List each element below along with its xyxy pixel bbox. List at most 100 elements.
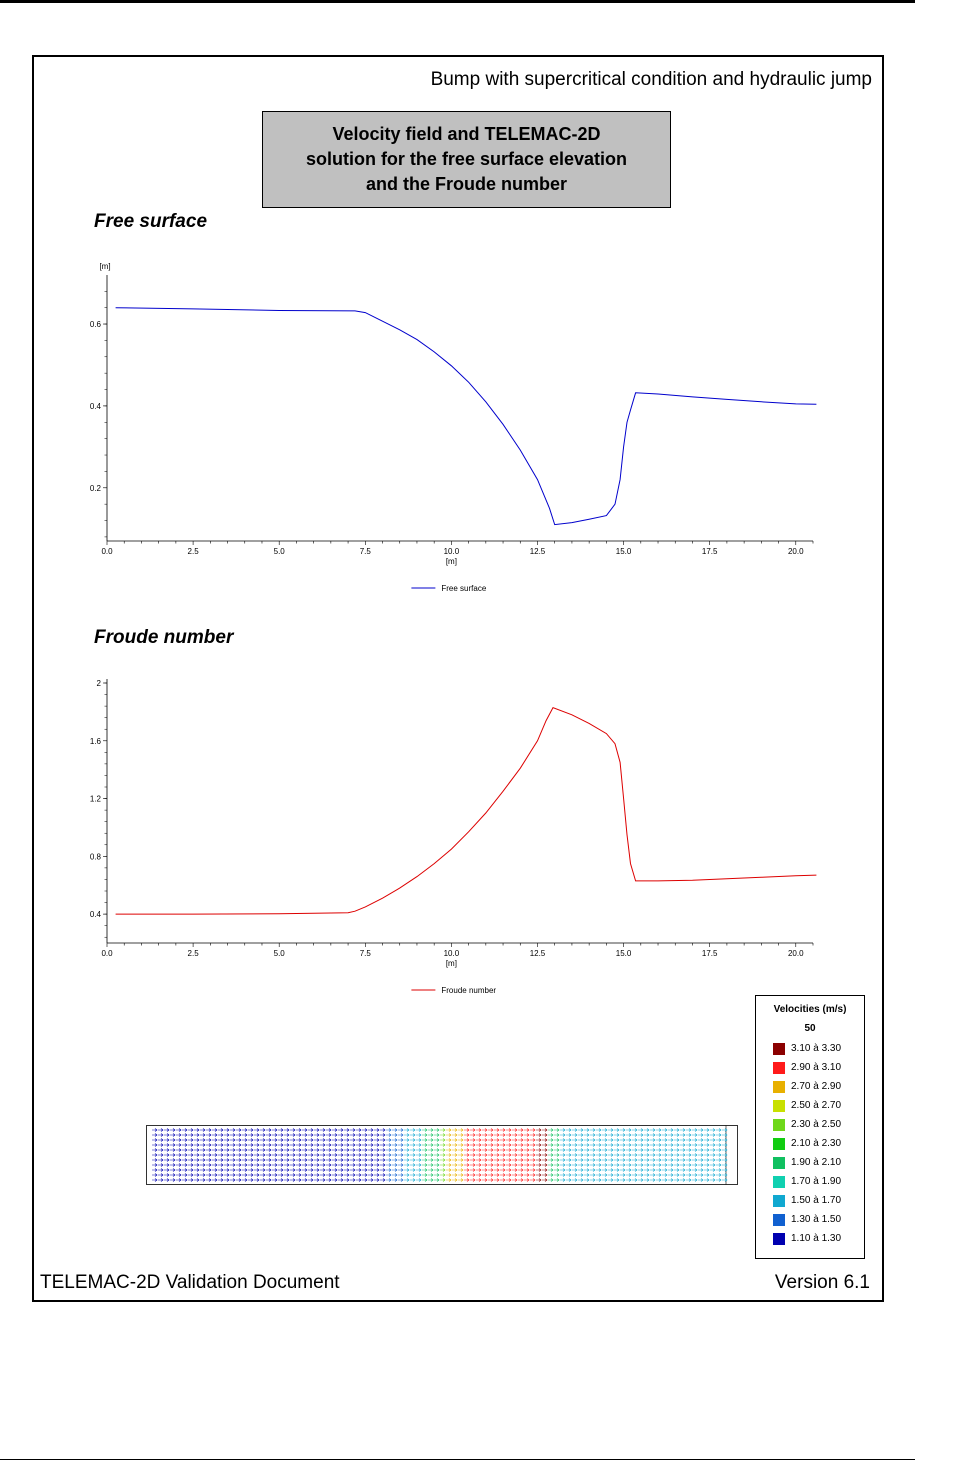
velocity-vector-column: [476, 1128, 482, 1182]
top-rule: [0, 0, 915, 3]
velocity-vector-column: [464, 1128, 470, 1182]
velocity-vector-column: [440, 1128, 446, 1182]
y-axis-label: [m]: [99, 262, 110, 271]
bottom-rule: [0, 1459, 915, 1460]
free-surface-title: Free surface: [94, 211, 208, 232]
velocity-vector-column: [404, 1128, 410, 1182]
velocity-vector-column: [416, 1128, 422, 1182]
velocity-vector-column: [638, 1128, 644, 1182]
caption-box: Velocity field and TELEMAC-2D solution f…: [262, 111, 671, 208]
x-tick-label: 17.5: [702, 949, 718, 958]
velocity-vector-column: [374, 1128, 380, 1182]
velocity-vector-column: [470, 1128, 476, 1182]
velocity-vector-column: [284, 1128, 290, 1182]
velocity-legend-swatch: [773, 1118, 785, 1131]
x-axis-label: [m]: [446, 557, 457, 566]
velocity-vector-column: [158, 1128, 164, 1182]
x-tick-label: 7.5: [360, 547, 372, 556]
velocity-vector-column: [656, 1128, 662, 1182]
velocity-legend-range: 2.30 à 2.50: [791, 1119, 842, 1130]
x-axis-label: [m]: [446, 959, 457, 968]
velocity-vector-column: [506, 1128, 512, 1182]
velocity-vector-column: [482, 1128, 488, 1182]
velocity-legend-row: 1.30 à 1.50: [773, 1213, 841, 1226]
velocity-vector-column: [686, 1128, 692, 1182]
velocity-vector-column: [722, 1128, 728, 1182]
velocity-vector-column: [332, 1128, 338, 1182]
velocity-vector-column: [248, 1128, 254, 1182]
y-tick-label: 0.4: [90, 910, 102, 919]
x-tick-label: 17.5: [702, 547, 718, 556]
velocity-vector-column: [308, 1128, 314, 1182]
velocity-legend-swatch: [773, 1137, 785, 1150]
footer-version: Version 6.1: [774, 1272, 870, 1293]
velocity-vector-column: [542, 1128, 548, 1182]
velocity-vector-column: [530, 1128, 536, 1182]
velocity-vector-column: [434, 1128, 440, 1182]
velocity-vector-column: [632, 1128, 638, 1182]
velocity-legend-range: 3.10 à 3.30: [791, 1043, 842, 1054]
velocity-legend-row: 2.10 à 2.30: [773, 1137, 841, 1150]
velocity-vector-column: [380, 1128, 386, 1182]
velocity-vector-column: [218, 1128, 224, 1182]
velocity-legend-swatch: [773, 1156, 785, 1169]
velocity-vector-column: [428, 1128, 434, 1182]
y-tick-label: 0.2: [90, 484, 102, 493]
velocity-vector-column: [242, 1128, 248, 1182]
velocity-vector-column: [386, 1128, 392, 1182]
velocity-vector-column: [302, 1128, 308, 1182]
velocity-legend-count: 50: [804, 1023, 816, 1034]
velocity-vector-column: [164, 1128, 170, 1182]
velocity-vector-column: [260, 1128, 266, 1182]
velocity-legend-row: 3.10 à 3.30: [773, 1042, 841, 1055]
velocity-vector-column: [710, 1128, 716, 1182]
velocity-vector-column: [446, 1128, 452, 1182]
velocity-legend-row: 1.70 à 1.90: [773, 1175, 841, 1188]
velocity-legend: Velocities (m/s) 50 3.10 à 3.30 2.90 à 3.…: [755, 995, 865, 1259]
velocity-vector-column: [608, 1128, 614, 1182]
y-tick-label: 0.4: [90, 402, 102, 411]
velocity-vector-column: [314, 1128, 320, 1182]
velocity-legend-row: 1.10 à 1.30: [773, 1232, 841, 1245]
velocity-legend-range: 1.50 à 1.70: [791, 1195, 842, 1206]
x-tick-label: 0.0: [101, 949, 113, 958]
velocity-vector-column: [278, 1128, 284, 1182]
velocity-vector-column: [170, 1128, 176, 1182]
velocity-vector-column: [578, 1128, 584, 1182]
caption-line: and the Froude number: [365, 174, 567, 194]
velocity-vector-column: [488, 1128, 494, 1182]
velocity-legend-row: 1.90 à 2.10: [773, 1156, 841, 1169]
velocity-legend-swatch: [773, 1175, 785, 1188]
caption-line: Velocity field and TELEMAC-2D: [332, 124, 601, 144]
velocity-vector-column: [452, 1128, 458, 1182]
y-tick-label: 1.2: [90, 795, 102, 804]
velocity-vector-column: [356, 1128, 362, 1182]
velocity-vector-column: [650, 1128, 656, 1182]
velocity-vector-column: [410, 1128, 416, 1182]
footer-document-name: TELEMAC-2D Validation Document: [40, 1272, 340, 1293]
velocity-legend-range: 1.90 à 2.10: [791, 1157, 842, 1168]
velocity-legend-swatch: [773, 1099, 785, 1112]
velocity-vector-column: [338, 1128, 344, 1182]
velocity-legend-row: 2.90 à 3.10: [773, 1061, 841, 1074]
velocity-vector-column: [188, 1128, 194, 1182]
velocity-legend-range: 1.70 à 1.90: [791, 1176, 842, 1187]
velocity-vector-column: [266, 1128, 272, 1182]
velocity-field-map: [146, 1125, 738, 1185]
velocity-vector-column: [290, 1128, 296, 1182]
y-tick-label: 2: [97, 679, 102, 688]
velocity-vector-column: [362, 1128, 368, 1182]
velocity-vector-column: [368, 1128, 374, 1182]
velocity-vector-column: [326, 1128, 332, 1182]
y-tick-label: 0.8: [90, 852, 102, 861]
froude-title: Froude number: [94, 627, 234, 648]
x-tick-label: 20.0: [788, 949, 804, 958]
velocity-vector-column: [704, 1128, 710, 1182]
velocity-vector-column: [236, 1128, 242, 1182]
velocity-vector-column: [152, 1128, 158, 1182]
legend-label: Froude number: [441, 986, 496, 995]
velocity-legend-range: 1.30 à 1.50: [791, 1214, 842, 1225]
velocity-vector-column: [392, 1128, 398, 1182]
velocity-vector-column: [206, 1128, 212, 1182]
velocity-vector-column: [500, 1128, 506, 1182]
